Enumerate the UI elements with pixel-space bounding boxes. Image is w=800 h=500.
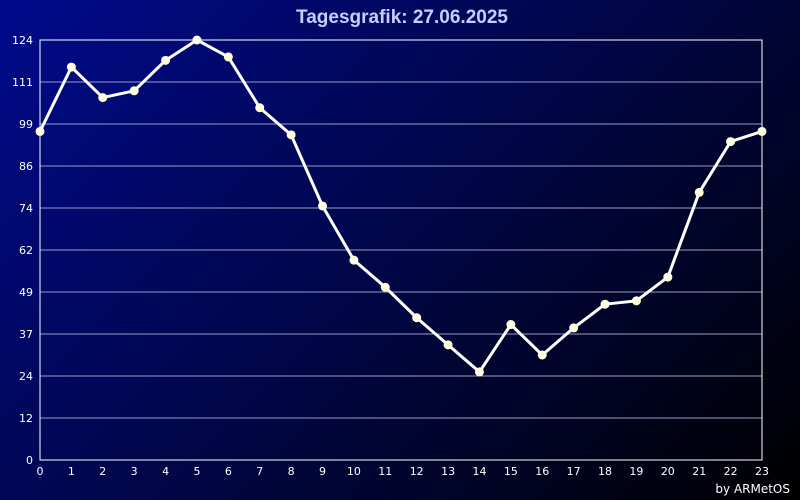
data-point bbox=[129, 86, 139, 96]
x-tick-label: 10 bbox=[347, 465, 361, 478]
x-tick-label: 18 bbox=[598, 465, 612, 478]
x-tick-label: 22 bbox=[724, 465, 738, 478]
x-tick-label: 5 bbox=[193, 465, 200, 478]
x-tick-label: 6 bbox=[225, 465, 232, 478]
data-point bbox=[443, 340, 453, 350]
gridlines bbox=[40, 81, 762, 419]
y-tick-label: 99 bbox=[19, 118, 33, 131]
data-point bbox=[600, 299, 610, 309]
data-point bbox=[726, 137, 736, 147]
x-tick-label: 23 bbox=[755, 465, 769, 478]
y-tick-label: 12 bbox=[19, 412, 33, 425]
data-point bbox=[192, 35, 202, 45]
data-point bbox=[474, 367, 484, 377]
x-tick-label: 15 bbox=[504, 465, 518, 478]
data-point bbox=[380, 282, 390, 292]
data-point bbox=[255, 103, 265, 113]
x-tick-label: 21 bbox=[692, 465, 706, 478]
x-axis-ticks: 0 1 2 3 4 5 6 7 8 9 10 11 12 13 14 15 16 17 18 19 20 21 22 23 bbox=[37, 465, 770, 478]
y-tick-label: 37 bbox=[19, 328, 33, 341]
y-tick-label: 124 bbox=[12, 34, 33, 47]
x-tick-label: 4 bbox=[162, 465, 169, 478]
x-tick-label: 2 bbox=[99, 465, 106, 478]
data-point bbox=[35, 126, 45, 136]
data-point bbox=[757, 126, 767, 136]
y-tick-label: 86 bbox=[19, 160, 33, 173]
series bbox=[35, 35, 767, 377]
x-tick-label: 7 bbox=[256, 465, 263, 478]
y-tick-label: 111 bbox=[12, 76, 33, 89]
y-axis-ticks: 0 12 24 37 49 62 74 86 99 111 124 bbox=[12, 34, 33, 467]
data-point bbox=[98, 93, 108, 103]
data-point bbox=[537, 350, 547, 360]
x-tick-label: 3 bbox=[131, 465, 138, 478]
x-tick-label: 11 bbox=[378, 465, 392, 478]
x-tick-label: 8 bbox=[288, 465, 295, 478]
data-point bbox=[161, 55, 171, 65]
x-tick-label: 0 bbox=[37, 465, 44, 478]
data-point bbox=[412, 313, 422, 323]
data-point bbox=[286, 130, 296, 140]
x-tick-label: 17 bbox=[567, 465, 581, 478]
data-point bbox=[318, 201, 328, 211]
data-point bbox=[66, 62, 76, 72]
x-tick-label: 16 bbox=[535, 465, 549, 478]
x-tick-label: 14 bbox=[472, 465, 486, 478]
credit-text: by ARMetOS bbox=[715, 482, 790, 496]
y-tick-label: 62 bbox=[19, 244, 33, 257]
x-tick-label: 13 bbox=[441, 465, 455, 478]
x-tick-label: 9 bbox=[319, 465, 326, 478]
data-point bbox=[631, 296, 641, 306]
y-tick-label: 24 bbox=[19, 370, 33, 383]
data-point bbox=[349, 255, 359, 265]
data-point bbox=[663, 272, 673, 282]
x-tick-label: 1 bbox=[68, 465, 75, 478]
y-tick-label: 0 bbox=[26, 454, 33, 467]
y-tick-label: 74 bbox=[19, 202, 33, 215]
y-tick-label: 49 bbox=[19, 286, 33, 299]
x-tick-label: 20 bbox=[661, 465, 675, 478]
data-point bbox=[506, 320, 516, 330]
series-line bbox=[38, 38, 763, 374]
x-tick-label: 12 bbox=[410, 465, 424, 478]
plot-frame bbox=[39, 39, 763, 461]
data-point bbox=[569, 323, 579, 333]
chart-title: Tagesgrafik: 27.06.2025 bbox=[296, 7, 508, 28]
x-tick-label: 19 bbox=[629, 465, 643, 478]
data-point bbox=[694, 187, 704, 197]
data-point bbox=[223, 52, 233, 62]
